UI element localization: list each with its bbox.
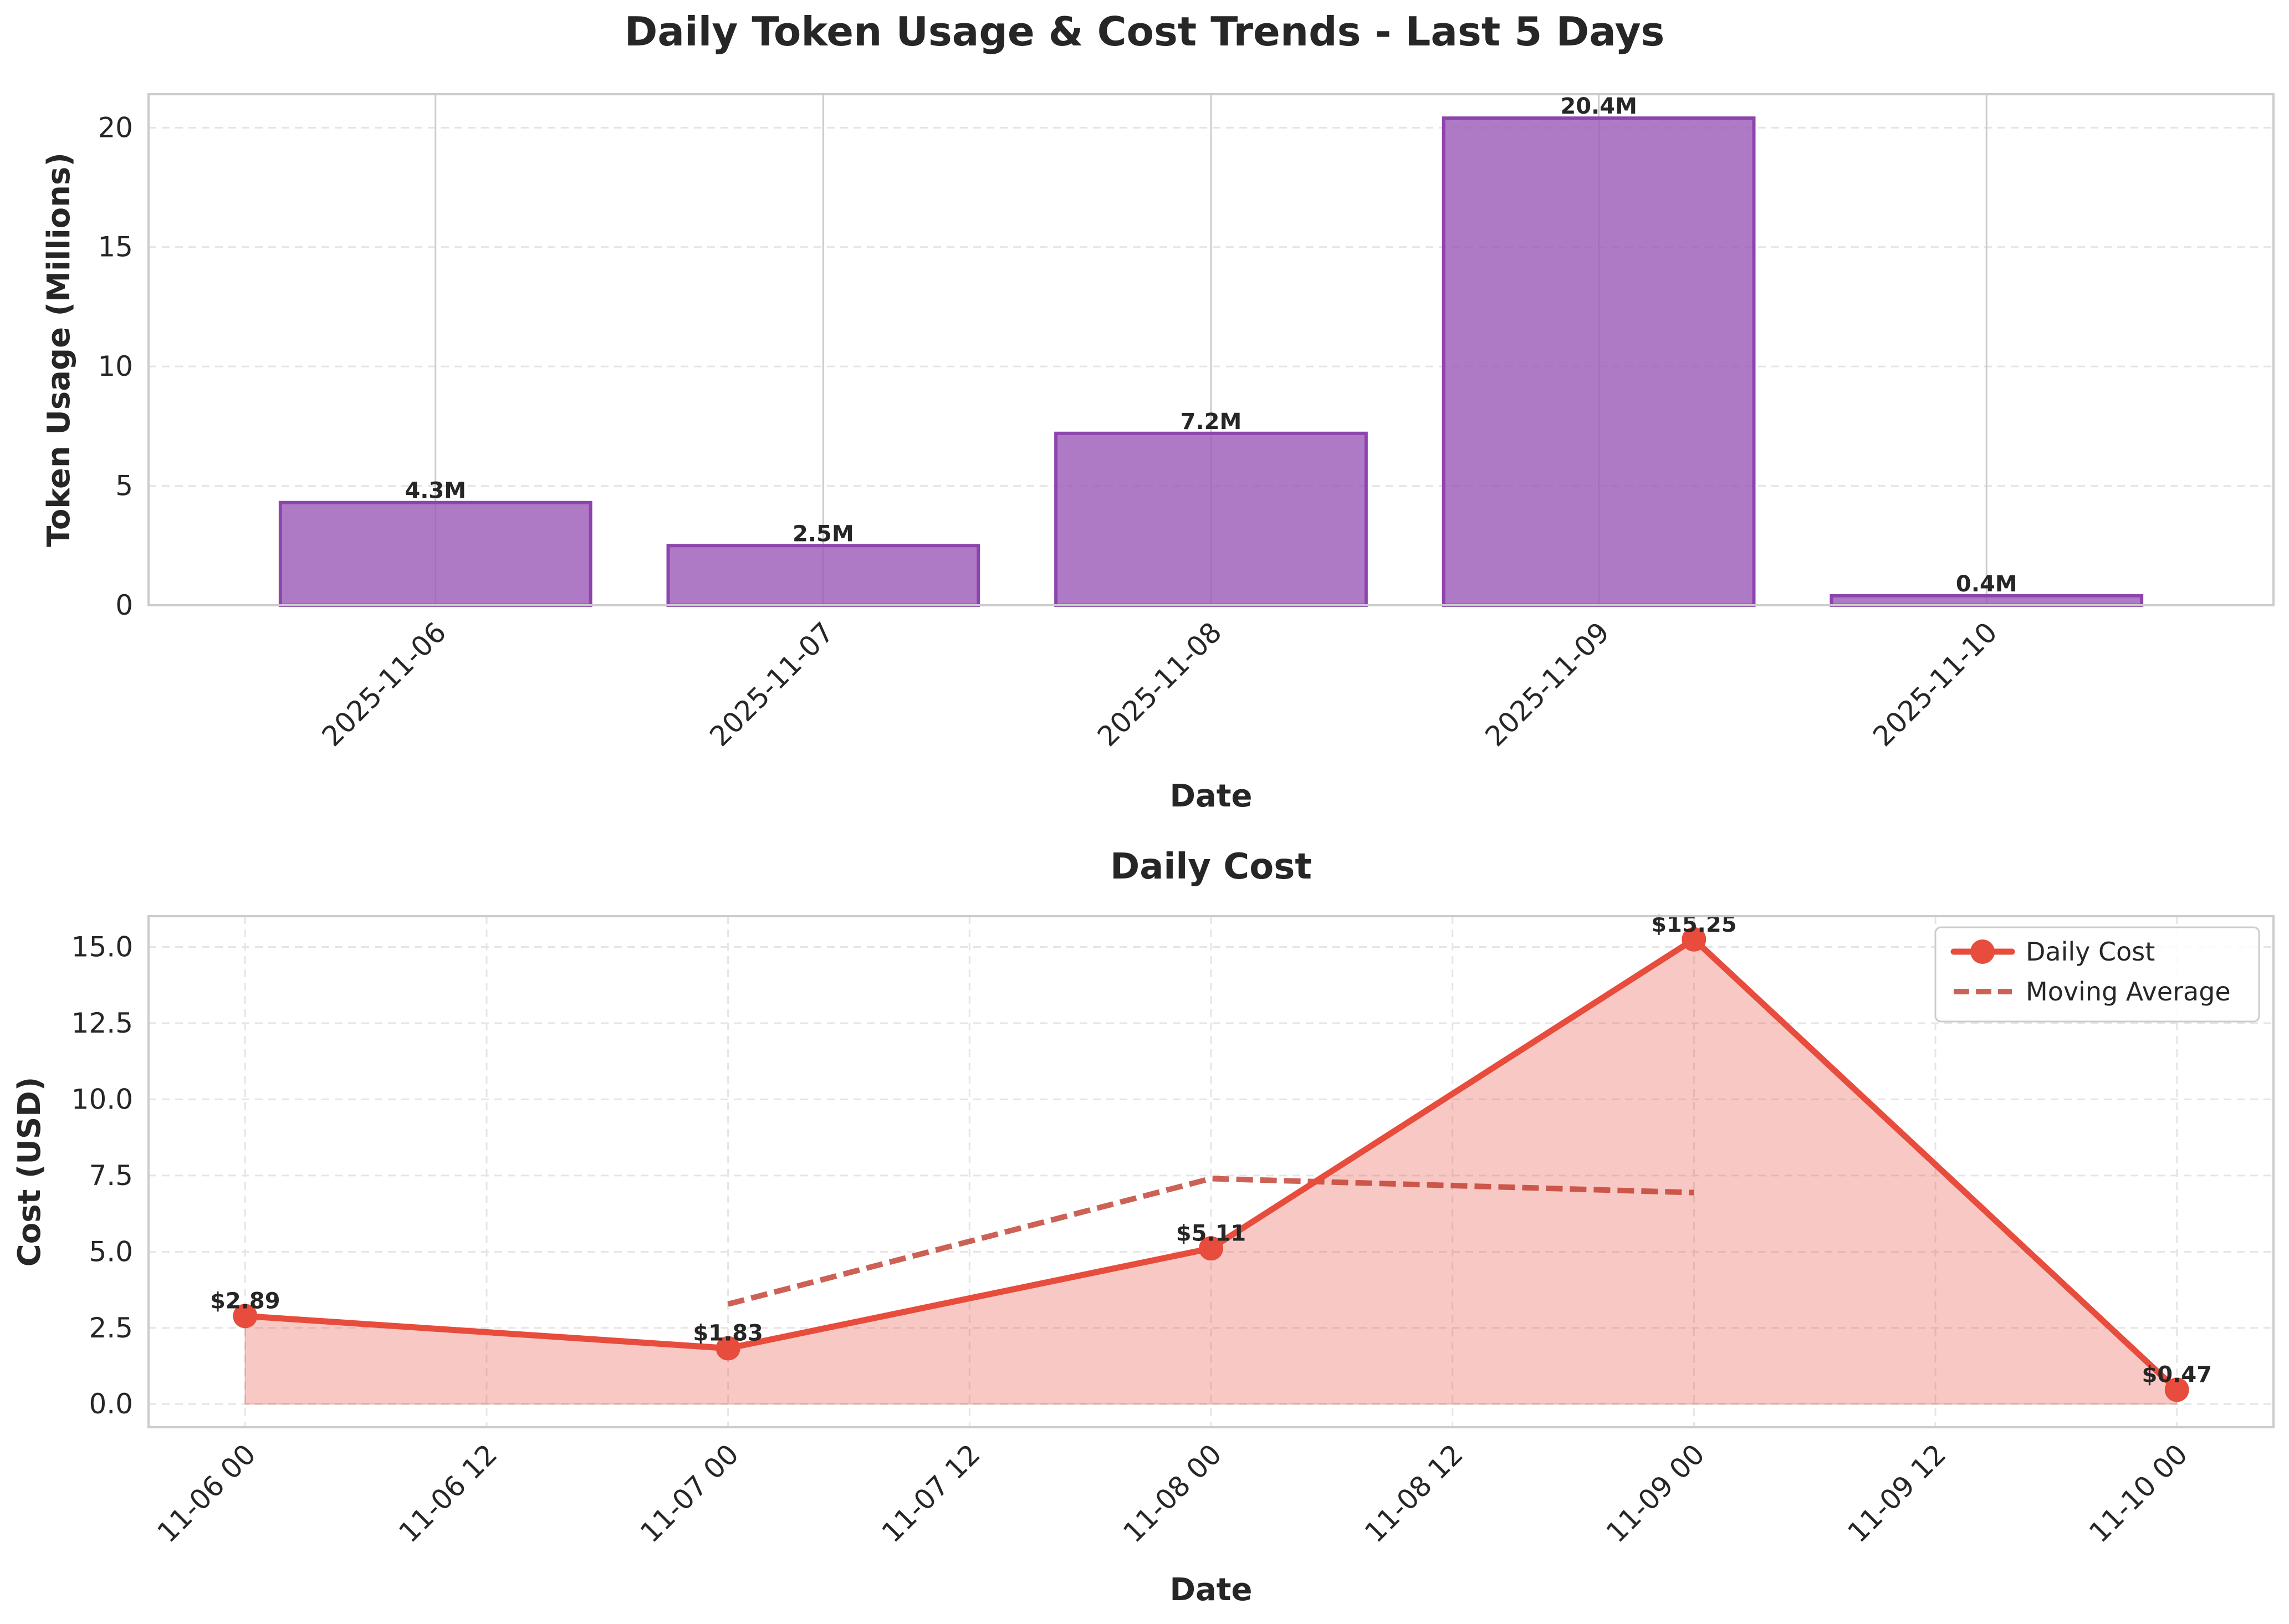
cost-value-label: $1.83	[693, 1321, 763, 1346]
chart-title: Daily Cost	[1110, 846, 1312, 887]
y-tick-label: 5.0	[89, 1235, 133, 1268]
bar	[1442, 116, 1756, 607]
y-tick-label: 10	[98, 350, 133, 382]
figure-title: Daily Token Usage & Cost Trends - Last 5…	[625, 8, 1665, 55]
moving-average-line	[727, 1176, 1694, 1307]
legend-daily-cost-label: Daily Cost	[2026, 937, 2155, 967]
y-axis-label: Cost (USD)	[12, 1077, 48, 1267]
cost-value-label: $5.11	[1176, 1220, 1246, 1246]
bar-value-label: 0.4M	[1956, 571, 2017, 597]
data-point	[716, 1336, 740, 1361]
bar-value-label: 4.3M	[405, 478, 466, 504]
y-tick-label: 0	[115, 589, 133, 621]
legend-box	[1934, 926, 2260, 1023]
plot-frame	[147, 93, 2275, 606]
bar	[278, 501, 592, 607]
bar-value-label: 7.2M	[1181, 409, 1242, 435]
y-tick-labels: 0.0 2.5 5.0 7.5 10.0 12.5 15.0	[71, 931, 133, 1421]
y-tick-label: 12.5	[71, 1007, 133, 1039]
gridlines	[149, 916, 2273, 1427]
data-point	[2164, 1377, 2189, 1402]
bar	[1830, 594, 2144, 607]
data-point	[1682, 927, 1706, 952]
x-axis-label: Date	[1169, 1572, 1252, 1608]
bar-value-label: 2.5M	[793, 521, 854, 547]
plot-frame	[147, 915, 2275, 1428]
bars	[278, 116, 2144, 607]
y-tick-label: 10.0	[71, 1083, 133, 1115]
y-tick-label: 0.0	[89, 1388, 133, 1420]
y-tick-labels: 0 5 10 15 20	[98, 111, 133, 621]
bar-value-label: 20.4M	[1560, 94, 1637, 119]
y-tick-label: 15	[98, 231, 133, 263]
y-tick-label: 15.0	[71, 931, 133, 963]
data-point	[1199, 1236, 1223, 1261]
data-point	[233, 1304, 258, 1329]
cost-value-label: $0.47	[2142, 1362, 2212, 1387]
y-axis-label: Token Usage (Millions)	[41, 152, 77, 547]
y-tick-label: 20	[98, 111, 133, 144]
moving-average-series	[727, 1176, 1694, 1307]
y-tick-label: 5	[115, 470, 133, 502]
x-axis-label: Date	[1169, 778, 1252, 814]
legend-daily-cost-marker	[1970, 939, 1995, 964]
bar	[1054, 431, 1368, 607]
bar	[666, 544, 980, 607]
legend-moving-average-label: Moving Average	[2026, 977, 2231, 1007]
legend: Daily Cost Moving Average	[1934, 926, 2260, 1023]
daily-cost-markers	[233, 927, 2189, 1402]
bar-value-labels: 4.3M 2.5M 7.2M 20.4M 0.4M	[405, 94, 2017, 597]
y-tick-label: 2.5	[89, 1312, 133, 1344]
cost-value-label: $2.89	[210, 1288, 280, 1314]
y-tick-label: 7.5	[89, 1160, 133, 1192]
